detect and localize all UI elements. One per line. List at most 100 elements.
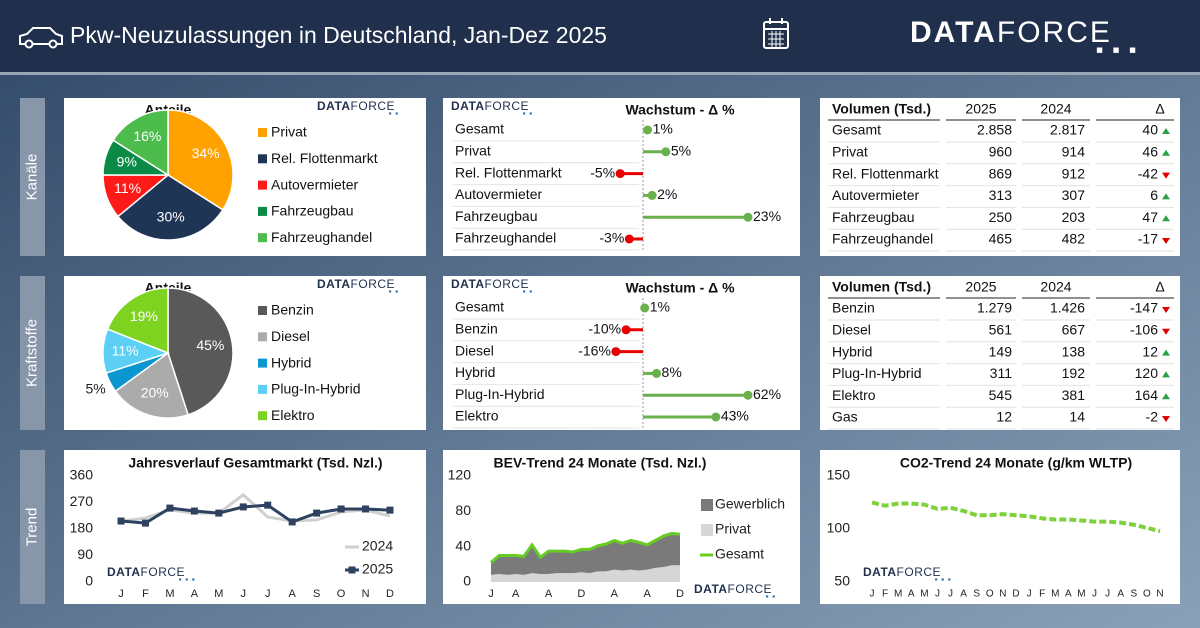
brand-logo: DATAFORCE [863,565,941,579]
table-cell: 960 [989,144,1013,160]
table-cell: 203 [1062,209,1086,225]
line-marker [264,501,272,509]
section-label: Trend [23,508,40,547]
table-cell: 869 [989,165,1013,181]
table-cell: 561 [989,322,1013,338]
value-label: 23% [753,208,781,224]
brand-bold: DATA [107,565,141,579]
brand-dot [948,578,951,581]
pie-label: 16% [133,128,161,144]
x-tick-label: O [1143,589,1151,600]
value-label: 1% [653,121,673,137]
pie-label: 30% [157,209,185,225]
x-tick-label: M [920,589,928,600]
table-cell: 2.858 [977,122,1012,138]
y-tick-label: 40 [455,537,471,553]
pie-slice [116,174,224,241]
brand-dot [395,112,398,115]
table-cell: -17 [1138,231,1158,247]
x-tick-label: S [973,589,980,600]
category-label: Plug-In-Hybrid [455,386,544,402]
brand-dot [772,595,775,598]
brand-logo: DATAFORCE [910,16,1112,49]
brand-logo: DATAFORCE [694,582,772,596]
table-cell: Fahrzeughandel [832,231,933,247]
brand-dot [185,578,188,581]
brand-bold: DATA [694,582,728,596]
x-tick-label: M [894,589,902,600]
table-cell: 667 [1062,322,1086,338]
table-cell: 149 [989,343,1013,359]
table-cell: 192 [1062,365,1086,381]
table-cell: 250 [989,209,1013,225]
x-tick-label: N [362,588,370,600]
x-tick-label: N [1156,589,1163,600]
table-cell: 545 [989,387,1013,403]
table-cell: 14 [1069,409,1085,425]
pie-label: 45% [196,337,224,353]
y-tick-label: 360 [70,467,94,483]
table-cell: 47 [1142,209,1158,225]
table-cell: 311 [990,365,1013,381]
lollipop-dot [621,325,631,335]
lollipop-dot [611,347,621,357]
x-tick-label: A [191,588,199,600]
brand-light: FORCE [485,99,530,113]
brand-dot [389,112,392,115]
section-bar [20,276,45,430]
brand-bold: DATA [317,99,351,113]
brand-logo: DATAFORCE [107,565,185,579]
category-label: Privat [455,143,491,159]
y-tick-label: 180 [70,520,94,536]
x-tick-label: J [935,589,940,600]
category-label: Diesel [455,342,494,358]
value-label: 5% [671,143,691,159]
x-tick-label: A [1117,589,1124,600]
legend-label: Privat [715,521,751,537]
table-cell: 40 [1142,122,1158,138]
table-cell: 313 [989,187,1013,203]
legend-label: Hybrid [271,354,311,370]
x-tick-label: D [577,588,585,600]
section-bar [20,98,45,256]
lollipop-dot [711,412,721,422]
x-tick-label: A [611,588,619,600]
table-cell: 1.279 [977,300,1012,316]
category-label: Fahrzeughandel [455,230,556,246]
value-label: 2% [657,186,677,202]
category-label: Gesamt [455,299,504,315]
x-tick-label: D [386,588,394,600]
line-marker [117,517,125,525]
section-bar [20,450,45,604]
category-label: Hybrid [455,364,495,380]
value-label: 8% [662,364,682,380]
header-bar [0,0,1200,72]
legend-swatch [258,332,267,342]
legend-label: Rel. Flottenmarkt [271,150,378,166]
lollipop-dot [640,303,650,313]
delta-arrow [1162,328,1170,335]
x-tick-label: A [289,588,297,600]
lollipop-dot [661,147,671,157]
table-cell: 12 [996,409,1012,425]
pie-label: 5% [85,381,105,397]
brand-logo: DATAFORCE [317,99,395,113]
table-cell: Gas [832,409,858,425]
delta-arrow [1162,128,1170,134]
brand-bold: DATA [910,16,997,49]
x-tick-label: A [960,589,967,600]
table-cell: -147 [1130,300,1158,316]
value-label: 43% [721,408,749,424]
legend-swatch [258,206,267,216]
brand-light: FORCE [997,16,1112,49]
brand-dot [179,578,182,581]
table-cell: Plug-In-Hybrid [832,365,921,381]
brand-bold: DATA [863,565,897,579]
table-cell: Gesamt [832,122,881,138]
brand-dot [766,595,769,598]
legend-swatch [258,233,267,243]
line-series [120,503,391,525]
table-cell: 482 [1062,231,1086,247]
y-tick-label: 150 [827,467,851,483]
x-tick-label: J [118,588,124,600]
